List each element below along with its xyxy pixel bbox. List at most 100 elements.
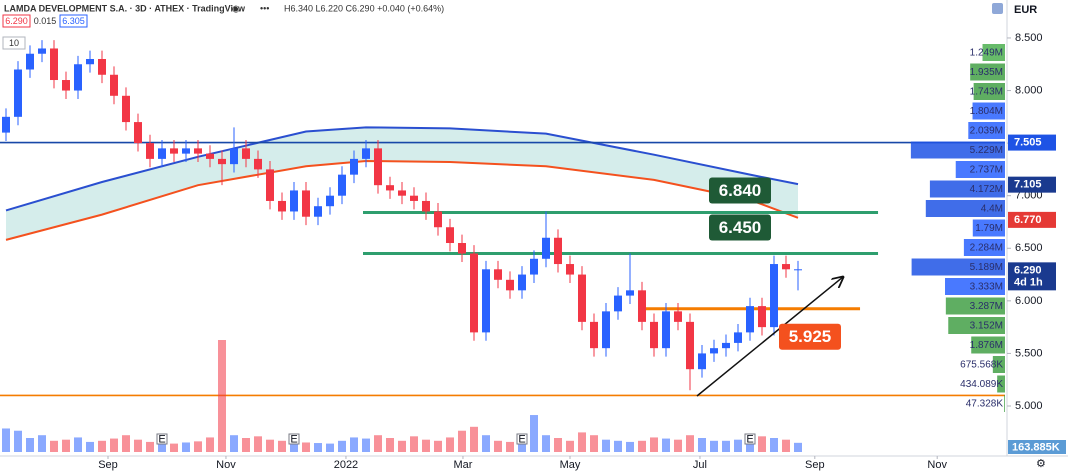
earnings-marker	[516, 433, 528, 445]
candle-body	[158, 148, 166, 159]
candle-body	[626, 290, 634, 296]
candle-body	[194, 148, 202, 154]
volume-bar	[290, 441, 298, 452]
volume-bar	[398, 440, 406, 452]
candle-body	[746, 306, 754, 333]
volume-bar	[710, 440, 718, 452]
annotation-box	[779, 323, 841, 350]
gear-icon[interactable]: ⚙	[1036, 458, 1046, 470]
annotation-box	[709, 214, 771, 241]
x-tick-label: Sep	[805, 459, 825, 471]
volume-bar	[386, 438, 394, 452]
candle-body	[2, 116, 10, 133]
volume-bar	[14, 430, 22, 452]
volume-bar	[170, 443, 178, 452]
volume-bar	[230, 435, 238, 452]
volume-bar	[626, 441, 634, 452]
volume-bar	[554, 438, 562, 452]
earnings-label: E	[290, 433, 297, 445]
x-tick-label: Sep	[98, 459, 118, 471]
volume-bar	[434, 440, 442, 452]
settings-icon[interactable]	[992, 3, 1003, 14]
volume-bar	[446, 437, 454, 452]
candle-body	[362, 148, 370, 159]
profile-label: 2.737M	[970, 165, 1003, 176]
candle-body	[86, 58, 94, 65]
volume-bar	[758, 436, 766, 452]
candle-body	[530, 258, 538, 275]
volume-bar	[614, 440, 622, 452]
profile-bar	[972, 102, 1005, 120]
candle-body	[458, 243, 466, 254]
x-tick-label: Nov	[216, 459, 236, 471]
candle-body	[542, 237, 550, 259]
volume-bar	[266, 439, 274, 452]
price-tag	[1008, 176, 1056, 193]
volume-bar	[506, 441, 514, 452]
candle-body	[62, 80, 70, 91]
y-tick-label: 8.500	[1015, 32, 1043, 44]
annotation-label: 5.925	[789, 327, 832, 346]
trend-line	[696, 277, 843, 397]
volume-bar	[782, 439, 790, 452]
volume-bar	[590, 435, 598, 452]
price-axis-bg	[1007, 0, 1068, 473]
price-tag-label: 7.105	[1014, 179, 1042, 191]
candle-body	[602, 311, 610, 349]
profile-label: 1.935M	[970, 67, 1003, 78]
candle-body	[110, 74, 118, 96]
price-tag	[1008, 134, 1056, 151]
x-tick-label: Jul	[693, 459, 707, 471]
profile-bar	[963, 239, 1005, 256]
candle-body	[638, 290, 646, 322]
profile-bar	[1004, 395, 1005, 412]
profile-bar	[970, 63, 1005, 81]
volume-indicator-box[interactable]	[2, 36, 26, 50]
candle-body	[794, 269, 802, 271]
profile-bar	[971, 336, 1005, 354]
bid-box[interactable]	[2, 14, 31, 28]
candle-body	[242, 148, 250, 159]
volume-bar	[194, 441, 202, 452]
y-tick-label: 6.500	[1015, 242, 1043, 254]
profile-bar	[982, 44, 1005, 61]
volume-bar	[254, 436, 262, 452]
candle-body	[770, 264, 778, 328]
candle-body	[590, 321, 598, 349]
candle-body	[314, 206, 322, 217]
volume-bar	[602, 439, 610, 452]
candle-body	[350, 158, 358, 175]
profile-label: 5.189M	[970, 262, 1003, 273]
candle-body	[722, 342, 730, 349]
profile-bar	[973, 83, 1005, 100]
candle-body	[266, 169, 274, 201]
x-tick-label: Mar	[453, 459, 472, 471]
profile-label: 3.152M	[970, 321, 1003, 332]
volume-bar	[74, 437, 82, 452]
volume-bar	[38, 435, 46, 452]
volume-bar	[578, 432, 586, 452]
profile-label: 434.089K	[960, 379, 1003, 390]
candle-body	[14, 69, 22, 117]
profile-bar	[910, 141, 1005, 159]
volume-bar	[350, 437, 358, 452]
volume-length: 10	[9, 38, 19, 48]
volume-bar	[770, 438, 778, 452]
eye-icon[interactable]: ◉	[232, 3, 240, 13]
candle-body	[674, 311, 682, 322]
candle-body	[338, 174, 346, 196]
volume-bar	[50, 440, 58, 452]
price-tag	[1008, 262, 1056, 291]
profile-label: 4.172M	[970, 184, 1003, 195]
ask-box[interactable]	[59, 14, 88, 28]
candle-body	[446, 227, 454, 244]
more-icon[interactable]: •••	[260, 3, 269, 13]
volume-bar	[470, 426, 478, 452]
candle-body	[566, 264, 574, 275]
volume-bar	[206, 437, 214, 452]
y-tick-label: 6.000	[1015, 295, 1043, 307]
volume-bar	[698, 438, 706, 452]
candle-body	[578, 274, 586, 322]
volume-bar	[566, 440, 574, 452]
